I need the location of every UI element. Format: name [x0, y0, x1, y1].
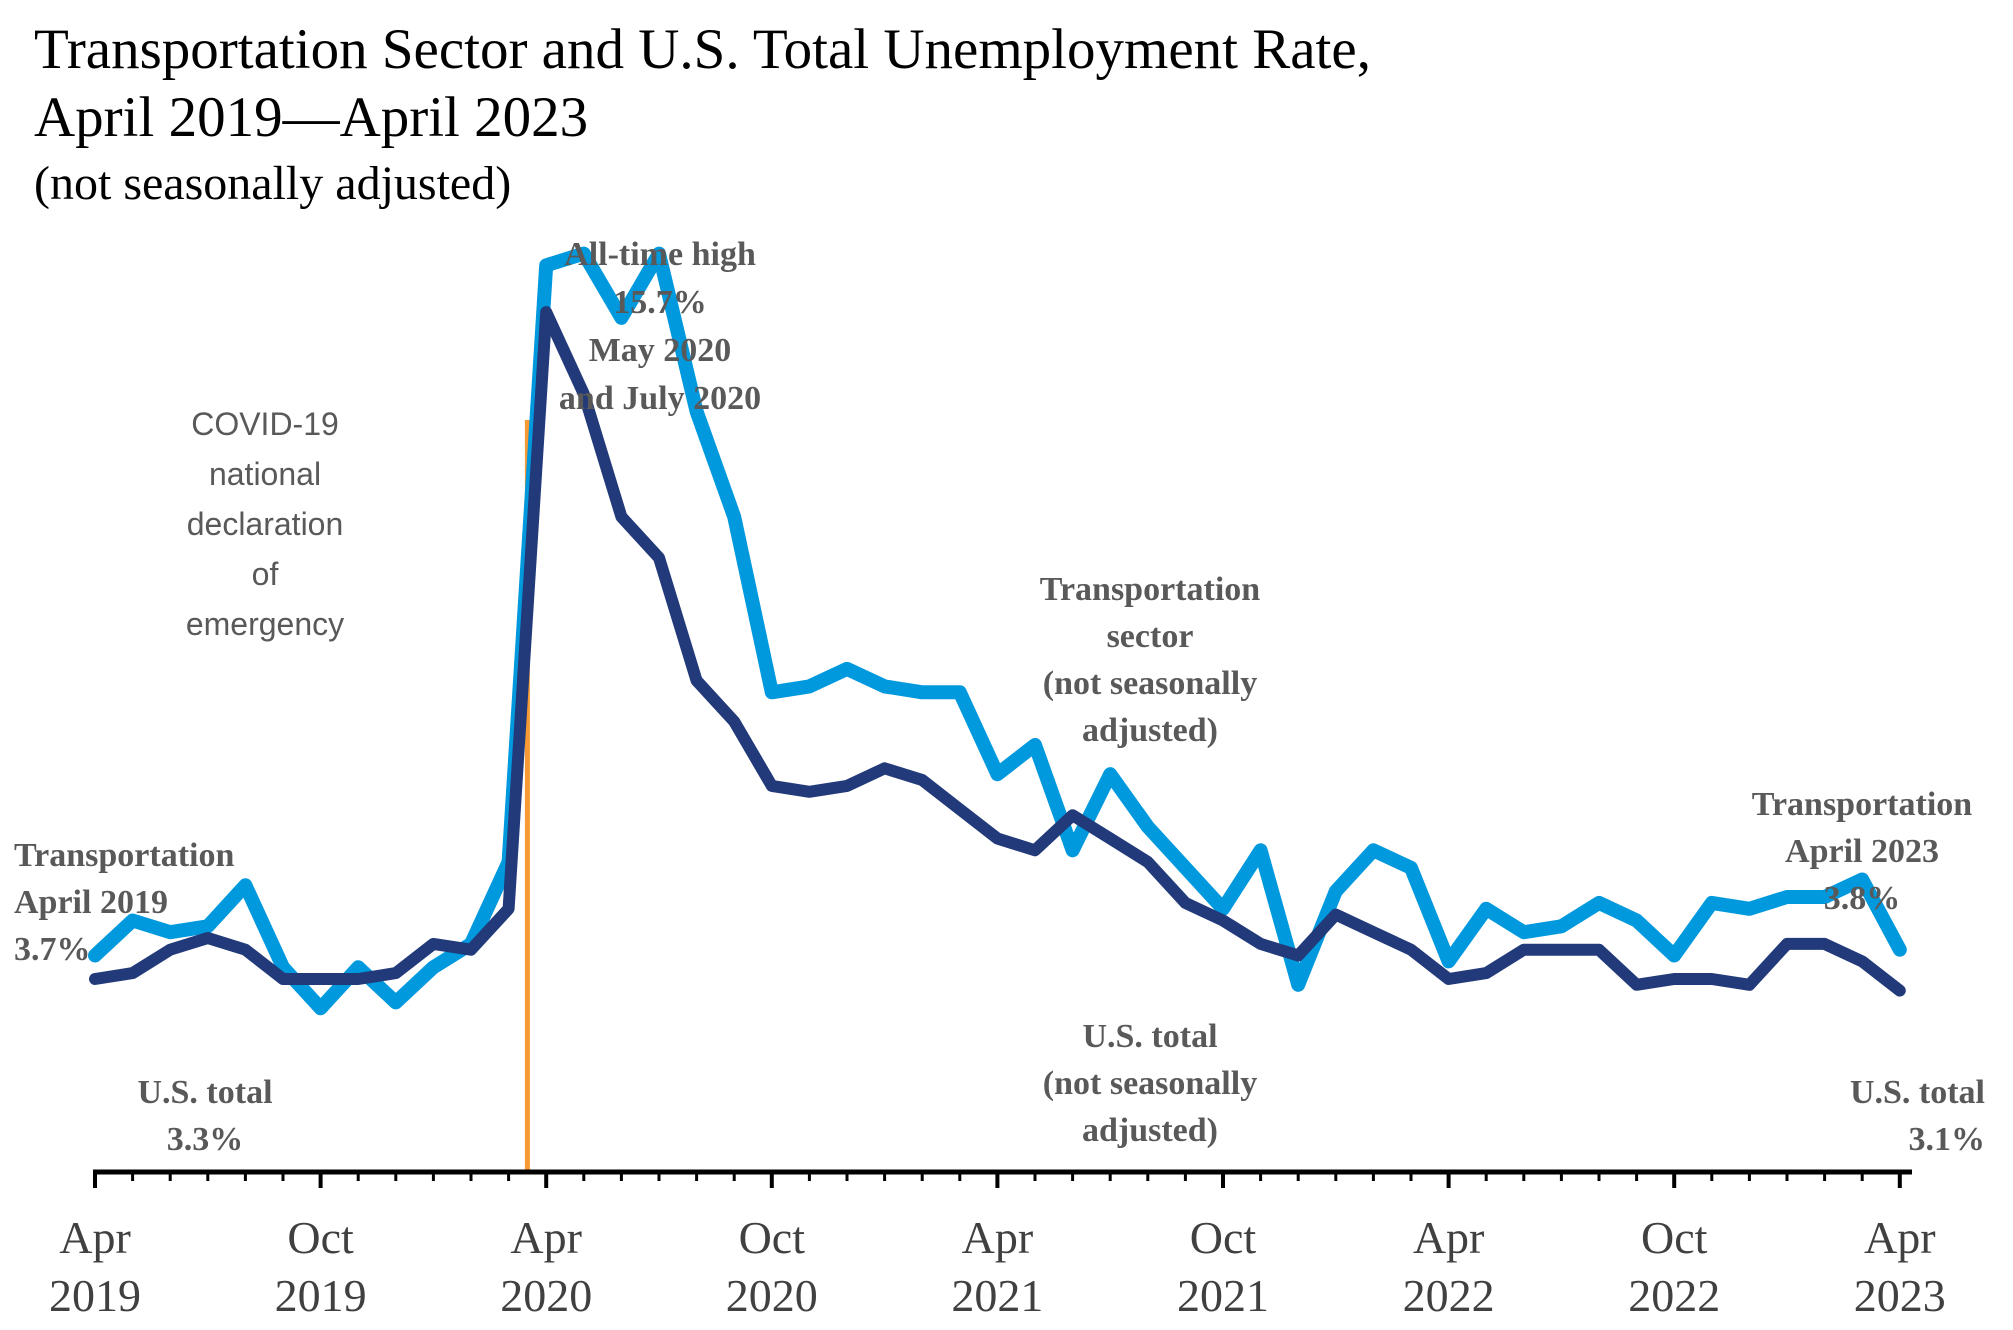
x-tick-label-month: Oct	[739, 1212, 806, 1263]
annotation-transport-start: April 2019	[14, 884, 168, 921]
annotation-peak: and July 2020	[559, 380, 761, 417]
x-tick-label-year: 2021	[1177, 1270, 1269, 1321]
x-tick-label-year: 2019	[275, 1270, 367, 1321]
x-tick-label-year: 2020	[500, 1270, 592, 1321]
x-tick-label-month: Apr	[1864, 1212, 1936, 1263]
x-tick-label-year: 2020	[726, 1270, 818, 1321]
annotation-us-mid: adjusted)	[1082, 1112, 1218, 1149]
annotation-us-end: U.S. total	[1850, 1074, 1985, 1111]
x-tick-label-month: Oct	[1190, 1212, 1257, 1263]
x-tick-label-month: Oct	[287, 1212, 354, 1263]
annotation-transport-end: 3.8%	[1824, 880, 1901, 917]
annotation-transport-end: Transportation	[1752, 786, 1972, 823]
x-tick-label-month: Apr	[1413, 1212, 1485, 1263]
annotation-peak: All-time high	[564, 236, 756, 273]
annotation-transport-mid: sector	[1107, 618, 1194, 655]
x-tick-label-month: Apr	[962, 1212, 1034, 1263]
annotation-peak: 15.7%	[613, 284, 707, 321]
x-tick-label-month: Apr	[510, 1212, 582, 1263]
annotation-us-mid: (not seasonally	[1043, 1065, 1257, 1102]
annotations-group: COVID-19 national declaration of emergency Al…	[14, 236, 1985, 1158]
annotation-transport-start: 3.7%	[14, 931, 91, 968]
annotation-transport-end: April 2023	[1785, 833, 1939, 870]
annotation-covid: national	[209, 456, 321, 492]
us-total-series-line	[89, 306, 1906, 997]
annotation-transport-mid: adjusted)	[1082, 712, 1218, 749]
annotation-covid: emergency	[186, 606, 344, 642]
annotation-us-mid: U.S. total	[1082, 1018, 1217, 1055]
annotation-peak: May 2020	[589, 332, 732, 369]
x-tick-label-year: 2021	[951, 1270, 1043, 1321]
x-tick-label-month: Oct	[1641, 1212, 1708, 1263]
annotation-us-start: 3.3%	[167, 1121, 244, 1158]
x-tick-label-year: 2022	[1403, 1270, 1495, 1321]
x-tick-label-year: 2023	[1854, 1270, 1946, 1321]
x-tick-label-month: Apr	[59, 1212, 131, 1263]
chart-title: Transportation Sector and U.S. Total Une…	[34, 18, 1371, 81]
annotation-us-end: 3.1%	[1909, 1121, 1986, 1158]
chart-title-block: Transportation Sector and U.S. Total Une…	[34, 16, 1371, 212]
annotation-covid: COVID-19	[191, 406, 339, 442]
annotation-covid: of	[252, 556, 279, 592]
annotation-covid: declaration	[187, 506, 344, 542]
transportation-series-line	[88, 246, 1907, 1016]
x-axis: Apr 2019 Oct 2019 Apr 2020 Oct 2020 Apr 2021 Oct 20…	[49, 1169, 1946, 1321]
annotation-transport-start: Transportation	[14, 837, 234, 874]
x-tick-label-year: 2019	[49, 1270, 141, 1321]
annotation-us-start: U.S. total	[137, 1074, 272, 1111]
x-tick-label-year: 2022	[1628, 1270, 1720, 1321]
chart-subtitle: (not seasonally adjusted)	[34, 156, 512, 210]
series-lines-group	[88, 246, 1907, 1016]
annotation-transport-mid: Transportation	[1040, 571, 1260, 608]
annotation-transport-mid: (not seasonally	[1043, 665, 1257, 702]
chart-title-line2: April 2019—April 2023	[34, 86, 589, 150]
